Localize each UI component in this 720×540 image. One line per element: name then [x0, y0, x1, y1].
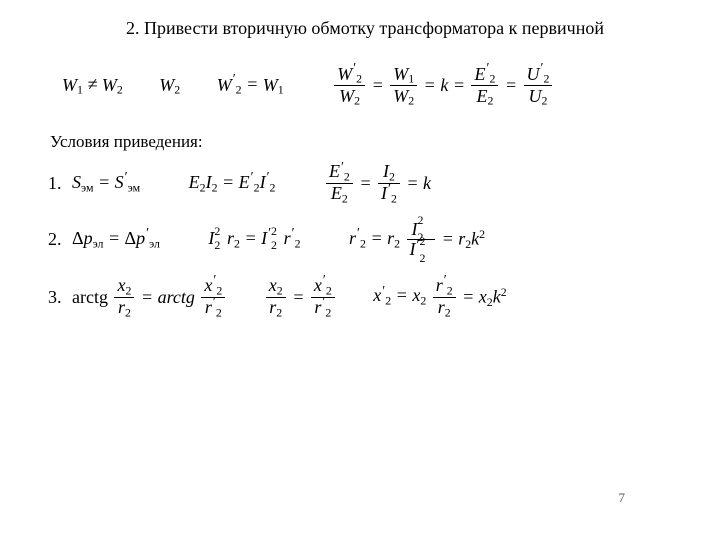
condition-line-3: 3. arctg x2 r2 = arctg x′2 r′2 x2 r2 = x… — [48, 276, 680, 319]
frac-W2p-W2: W′2 W2 — [334, 64, 365, 107]
frac-U2p-U2: U′2 U2 — [524, 64, 553, 107]
condition-line-1: 1. Sэм = S′эм E2I2 = E′2I′2 E′2 E2 = I2 … — [48, 162, 680, 205]
equation-row-1: W1 ≠ W2 W2 W′2 = W1 W′2 W2 = W1 W2 = k =… — [62, 64, 680, 107]
frac-E2p-E2: E′2 E2 — [471, 64, 498, 107]
frac-W1-W2: W1 W2 — [390, 64, 417, 107]
page-number: 7 — [619, 490, 626, 506]
condition-line-2: 2. Δpэл = Δp′эл I22r2 = I′22r′2 r′2 = r2… — [48, 220, 680, 262]
page-title: 2. Привести вторичную обмотку трансформа… — [40, 18, 680, 39]
conditions-heading: Условия приведения: — [50, 132, 680, 152]
